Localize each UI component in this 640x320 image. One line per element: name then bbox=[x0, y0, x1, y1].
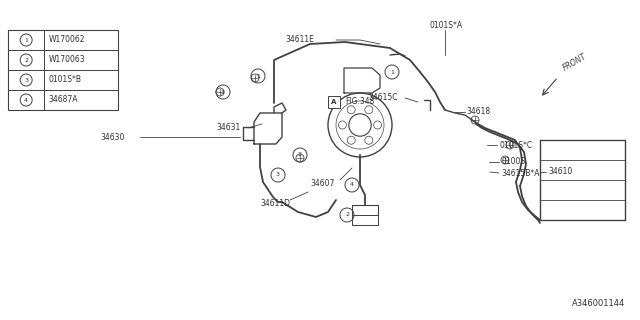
Text: 2: 2 bbox=[298, 153, 302, 157]
Text: 34618: 34618 bbox=[466, 108, 490, 116]
Text: W170063: W170063 bbox=[48, 55, 85, 65]
Text: 34611E: 34611E bbox=[285, 36, 314, 44]
Text: 34615B*A: 34615B*A bbox=[501, 169, 540, 178]
Text: 34615C: 34615C bbox=[368, 93, 397, 102]
Text: 4: 4 bbox=[350, 182, 354, 188]
Text: 1: 1 bbox=[390, 69, 394, 75]
Text: FRONT: FRONT bbox=[561, 52, 588, 73]
Text: 2: 2 bbox=[345, 212, 349, 218]
Text: 34630: 34630 bbox=[100, 132, 124, 141]
Text: FIG.348: FIG.348 bbox=[345, 98, 374, 107]
Text: 0101S*C: 0101S*C bbox=[499, 140, 532, 149]
Text: 0101S*B: 0101S*B bbox=[48, 76, 81, 84]
Text: 34607: 34607 bbox=[310, 179, 334, 188]
Text: 1: 1 bbox=[256, 74, 260, 78]
Text: 3: 3 bbox=[24, 77, 28, 83]
Text: 34611D: 34611D bbox=[260, 198, 290, 207]
Text: 34687A: 34687A bbox=[48, 95, 78, 105]
Text: 34610: 34610 bbox=[548, 167, 572, 177]
Polygon shape bbox=[254, 113, 282, 144]
Polygon shape bbox=[540, 140, 625, 220]
Text: 3: 3 bbox=[276, 172, 280, 178]
Bar bbox=[352, 215, 378, 225]
Text: 0101S*A: 0101S*A bbox=[430, 21, 463, 30]
Text: 1: 1 bbox=[24, 37, 28, 43]
Text: 34631: 34631 bbox=[216, 124, 240, 132]
Polygon shape bbox=[344, 68, 380, 93]
Text: 0100S: 0100S bbox=[501, 157, 525, 166]
Bar bbox=[8, 30, 118, 110]
Bar bbox=[328, 96, 340, 108]
Text: W170062: W170062 bbox=[48, 36, 85, 44]
Text: 4: 4 bbox=[24, 98, 28, 102]
Text: A: A bbox=[332, 99, 337, 105]
Text: 2: 2 bbox=[24, 58, 28, 62]
Text: A: A bbox=[362, 217, 368, 223]
Text: 3: 3 bbox=[221, 90, 225, 94]
Text: A346001144: A346001144 bbox=[572, 299, 625, 308]
